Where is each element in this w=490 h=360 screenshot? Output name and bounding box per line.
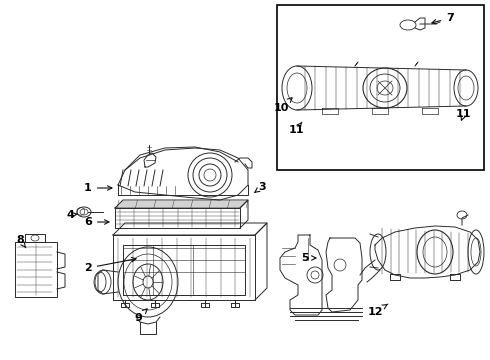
Text: 6: 6 (84, 217, 109, 227)
Text: 9: 9 (134, 309, 147, 323)
Text: 10: 10 (273, 98, 292, 113)
Text: 11: 11 (288, 122, 304, 135)
Text: ⬡: ⬡ (75, 207, 85, 217)
Text: 7: 7 (432, 13, 454, 24)
Text: 1: 1 (84, 183, 112, 193)
Text: 2: 2 (84, 257, 136, 273)
Text: 11: 11 (455, 109, 471, 119)
Text: 12: 12 (367, 304, 388, 317)
Text: 5: 5 (301, 253, 316, 263)
Bar (277, 5, 484, 170)
Text: 8: 8 (16, 235, 26, 248)
Text: 4: 4 (66, 210, 77, 220)
Text: 3: 3 (255, 182, 266, 192)
